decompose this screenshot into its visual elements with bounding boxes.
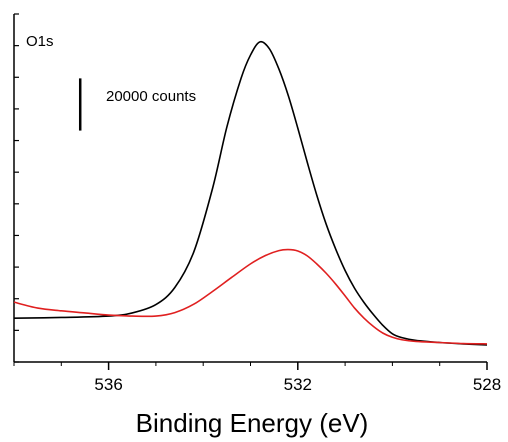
scale-bar-label: 20000 counts <box>106 88 196 105</box>
x-tick-label: 536 <box>94 375 122 394</box>
x-tick-label: 532 <box>284 375 312 394</box>
series-line-1 <box>13 40 488 346</box>
x-axis-title: Binding Energy (eV) <box>136 408 369 438</box>
x-tick-label: 528 <box>473 375 501 394</box>
plot-area <box>13 40 488 346</box>
corner-label: O1s <box>26 33 54 50</box>
series-line-2 <box>13 248 488 345</box>
axes: 536 532 528 <box>13 13 501 394</box>
